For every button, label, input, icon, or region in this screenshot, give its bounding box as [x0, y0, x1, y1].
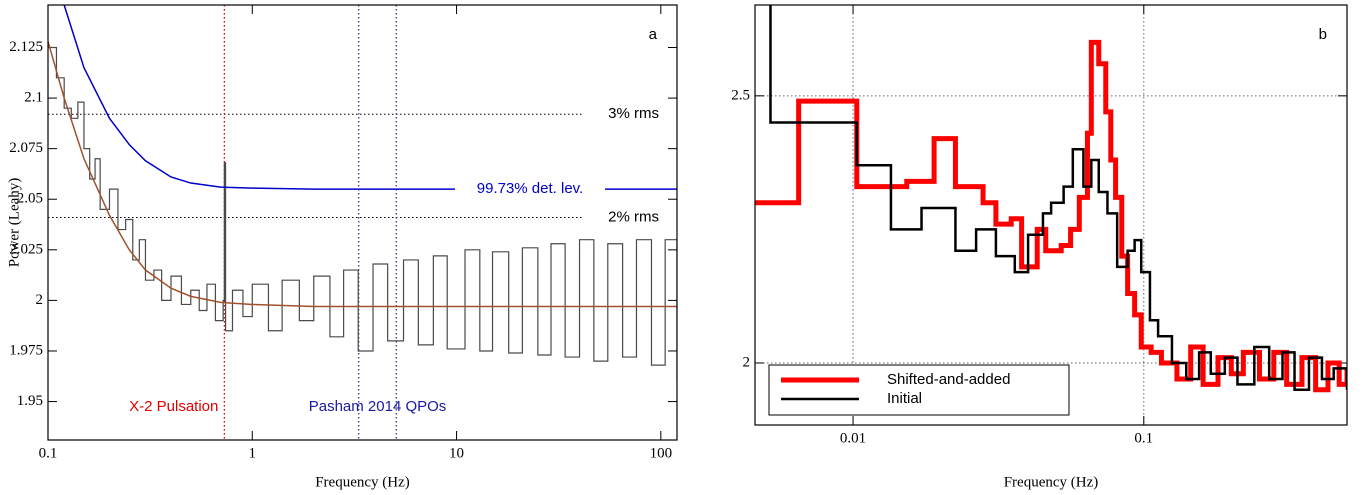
x-axis-label: Frequency (Hz) [315, 474, 410, 490]
x-tick-label: 0.01 [840, 430, 866, 446]
panel-label: a [649, 26, 658, 43]
x-tick-label: 1 [249, 445, 257, 461]
reference-label: 2% rms [608, 208, 659, 225]
x-tick-label: 100 [650, 445, 673, 461]
y-tick-label: 1.95 [17, 393, 43, 409]
marker-note: Pasham 2014 QPOs [309, 398, 447, 415]
x-tick-label: 0.1 [39, 445, 58, 461]
reference-label: 3% rms [608, 105, 659, 122]
y-tick-label: 2.025 [9, 241, 43, 257]
y-tick-label: 2.05 [17, 191, 43, 207]
series-line [755, 39, 1347, 393]
y-tick-label: 2.125 [9, 39, 43, 55]
marker-label: X-2 Pulsation [129, 398, 218, 415]
legend-box [768, 364, 1070, 416]
panel-label: b [1319, 26, 1327, 43]
x-tick-label: 0.1 [1134, 430, 1153, 446]
y-tick-label: 2 [743, 354, 751, 370]
legend-label: Initial [887, 390, 922, 407]
x-tick-label: 10 [449, 445, 464, 461]
x-axis-label: Frequency (Hz) [1004, 474, 1099, 490]
series-line [769, 5, 1347, 391]
series-line [48, 46, 677, 382]
plot-frame [47, 4, 678, 441]
plot-frame [754, 4, 1348, 426]
legend-label: Shifted-and-added [887, 371, 1010, 388]
series-line [48, 41, 677, 308]
label-bg [455, 180, 605, 199]
y-tick-label: 1.975 [9, 342, 43, 358]
series-line [63, 5, 677, 190]
y-tick-label: 2.075 [9, 140, 43, 156]
y-tick-label: 2.1 [24, 90, 43, 106]
y-tick-label: 2.5 [731, 87, 750, 103]
series-label: 99.73% det. lev. [477, 180, 583, 197]
y-tick-label: 2 [36, 292, 44, 308]
y-axis-label: Power (Leahy) [6, 178, 22, 268]
